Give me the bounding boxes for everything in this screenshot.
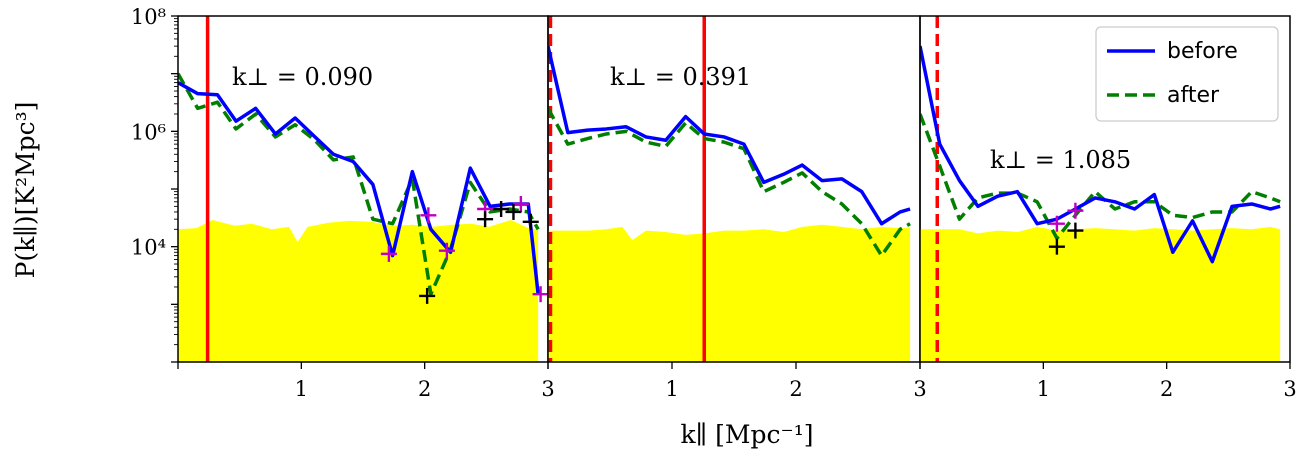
series-after-line [548, 107, 911, 258]
k-perp-annotation: k⊥ = 0.090 [232, 63, 373, 91]
y-tick-label: 10⁸ [131, 5, 166, 29]
magenta-plus-marker [380, 245, 397, 262]
k-perp-annotation: k⊥ = 0.391 [610, 63, 751, 91]
black-plus-marker [419, 287, 436, 304]
panel-plot-area [178, 16, 540, 362]
black-plus-marker [493, 200, 510, 217]
x-axis-label: k∥ [Mpc⁻¹] [681, 420, 814, 449]
noise-floor-area [920, 226, 1281, 362]
panels-layer: 1 2 3 k⊥ = 0.090 1 2 3 k⊥ = 0.391 1 2 3 k⊥ = 1.085 [177, 15, 1297, 401]
legend: before after [1095, 26, 1279, 122]
x-tick-label: 1 [1037, 377, 1050, 401]
noise-floor-area [178, 220, 539, 362]
y-tick-label: 10⁴ [131, 236, 166, 260]
magenta-plus-marker [438, 242, 455, 259]
panel-plot-area [548, 16, 911, 362]
magenta-plus-marker [420, 207, 437, 224]
k-perp-annotation: k⊥ = 1.085 [990, 146, 1131, 174]
x-tick-label: 3 [1283, 377, 1296, 401]
black-plus-marker [505, 203, 522, 220]
panel-1: 1 2 3 k⊥ = 0.090 [177, 15, 555, 401]
series-before-line [548, 45, 911, 226]
magenta-plus-marker [512, 195, 529, 212]
black-plus-marker [522, 213, 539, 230]
x-tick-label: 3 [541, 377, 554, 401]
x-tick-label: 1 [295, 377, 308, 401]
black-plus-marker [1067, 222, 1084, 239]
panel-frame [919, 15, 1291, 363]
x-tick-label: 2 [418, 377, 431, 401]
legend-after-label: after [1167, 83, 1220, 108]
y-tick-label: 10⁶ [131, 120, 166, 144]
magenta-plus-marker [532, 286, 549, 303]
x-tick-label: 2 [789, 377, 802, 401]
x-tick-label: 1 [665, 377, 678, 401]
series-before-line [920, 45, 1281, 264]
panel-2: 1 2 3 k⊥ = 0.391 [547, 15, 927, 401]
legend-before-label: before [1167, 39, 1238, 64]
magenta-plus-marker [1048, 215, 1065, 232]
series-after-line [178, 72, 540, 296]
x-tick-label: 2 [1160, 377, 1173, 401]
black-plus-marker [477, 211, 494, 228]
noise-floor-area [548, 224, 911, 362]
black-plus-marker [1048, 238, 1065, 255]
panel-3: 1 2 3 k⊥ = 1.085 [919, 15, 1297, 401]
panel-plot-area [920, 16, 1281, 362]
x-tick-label: 3 [913, 377, 926, 401]
magenta-plus-marker [1067, 202, 1084, 219]
y-axis-label: P(k∥)[K²Mpc³] [11, 102, 40, 279]
y-axis: 10⁸ 10⁶ 10⁴ [131, 5, 178, 363]
series-before-line [178, 81, 540, 295]
